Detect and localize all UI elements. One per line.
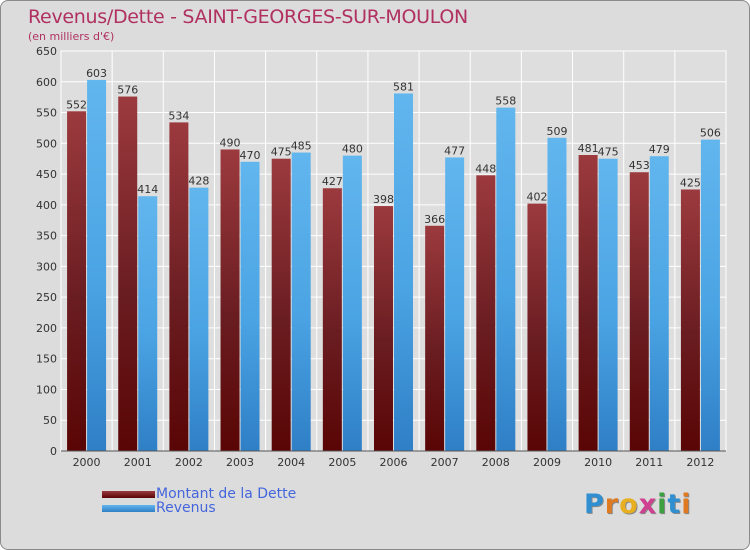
y-tick-label: 150 [36,353,57,366]
bar-revenus [342,155,362,451]
x-tick-label: 2009 [533,456,561,469]
data-label: 402 [526,191,547,204]
x-tick-label: 2011 [635,456,663,469]
bar-dette [476,175,496,452]
y-tick-label: 100 [36,383,57,396]
x-tick-label: 2001 [124,456,152,469]
data-label: 427 [322,175,343,188]
data-label: 581 [393,80,414,93]
data-label: 475 [598,146,619,159]
data-label: 428 [188,175,209,188]
y-tick-label: 250 [36,291,57,304]
y-tick-label: 0 [50,445,57,458]
x-tick-label: 2000 [73,456,101,469]
y-tick-label: 200 [36,322,57,335]
data-label: 481 [578,142,599,155]
bar-revenus [598,158,618,451]
data-label: 490 [220,136,241,149]
legend-swatch-dette [102,491,155,498]
data-label: 470 [240,149,261,162]
bar-dette [220,149,240,451]
proxiti-logo: Proxiti [584,489,692,520]
data-label: 509 [546,125,567,138]
bar-dette [271,158,291,451]
y-tick-label: 550 [36,107,57,120]
data-label: 414 [137,183,158,196]
bar-dette [578,155,598,451]
x-tick-label: 2010 [584,456,612,469]
x-tick-label: 2005 [328,456,356,469]
bar-revenus [87,79,107,451]
bar-dette [629,172,649,451]
data-label: 398 [373,193,394,206]
data-label: 479 [649,143,670,156]
data-label: 448 [475,162,496,175]
legend-label-revenus: Revenus [156,500,216,516]
bar-revenus [138,196,158,451]
data-label: 534 [168,109,189,122]
bar-revenus [445,157,465,451]
logo-letter: t [667,489,682,520]
data-label: 552 [66,98,87,111]
y-tick-label: 350 [36,230,57,243]
logo-letter: r [604,489,620,520]
bar-dette [527,203,547,451]
chart-title: Revenus/Dette - SAINT-GEORGES-SUR-MOULON [28,6,468,28]
y-tick-label: 400 [36,199,57,212]
y-tick-label: 600 [36,76,57,89]
logo-letter: P [584,489,605,520]
bar-dette [374,206,393,451]
bar-dette [169,122,189,451]
plot-area [60,50,727,452]
bar-revenus [496,107,516,451]
x-tick-label: 2007 [431,456,459,469]
logo-letter: i [681,489,692,520]
data-label: 576 [117,84,138,97]
bar-revenus [189,187,209,451]
data-label: 558 [495,95,516,108]
bar-dette [322,188,342,451]
data-label: 475 [271,146,292,159]
bar-revenus [240,161,260,451]
data-label: 477 [444,144,465,157]
y-tick-label: 450 [36,168,57,181]
x-tick-label: 2004 [277,456,305,469]
bar-revenus [649,156,669,451]
y-tick-label: 500 [36,137,57,150]
x-tick-label: 2012 [686,456,714,469]
data-label: 506 [700,127,721,140]
data-label: 485 [291,140,312,153]
data-label: 603 [86,67,107,80]
y-tick-label: 50 [43,414,57,427]
bar-revenus [291,152,311,452]
data-label: 366 [424,213,445,226]
bar-dette [680,189,700,451]
bar-revenus [394,93,413,451]
x-tick-label: 2006 [380,456,408,469]
logo-letter: x [638,489,658,520]
y-tick-label: 650 [36,45,57,58]
data-label: 480 [342,143,363,156]
logo-letter: i [657,489,668,520]
x-tick-label: 2002 [175,456,203,469]
data-label: 425 [680,176,701,189]
legend-swatch-revenus [102,505,155,512]
bar-revenus [547,137,567,451]
x-tick-label: 2003 [226,456,254,469]
y-tick-label: 300 [36,260,57,273]
bar-revenus [700,139,720,451]
logo-letter: o [619,489,639,520]
data-label: 453 [629,159,650,172]
bar-dette [67,111,87,452]
bar-dette [425,225,445,451]
chart-subtitle: (en milliers d'€) [28,30,115,43]
x-tick-label: 2008 [482,456,510,469]
bar-dette [118,96,138,452]
legend-label-dette: Montant de la Dette [156,486,297,502]
